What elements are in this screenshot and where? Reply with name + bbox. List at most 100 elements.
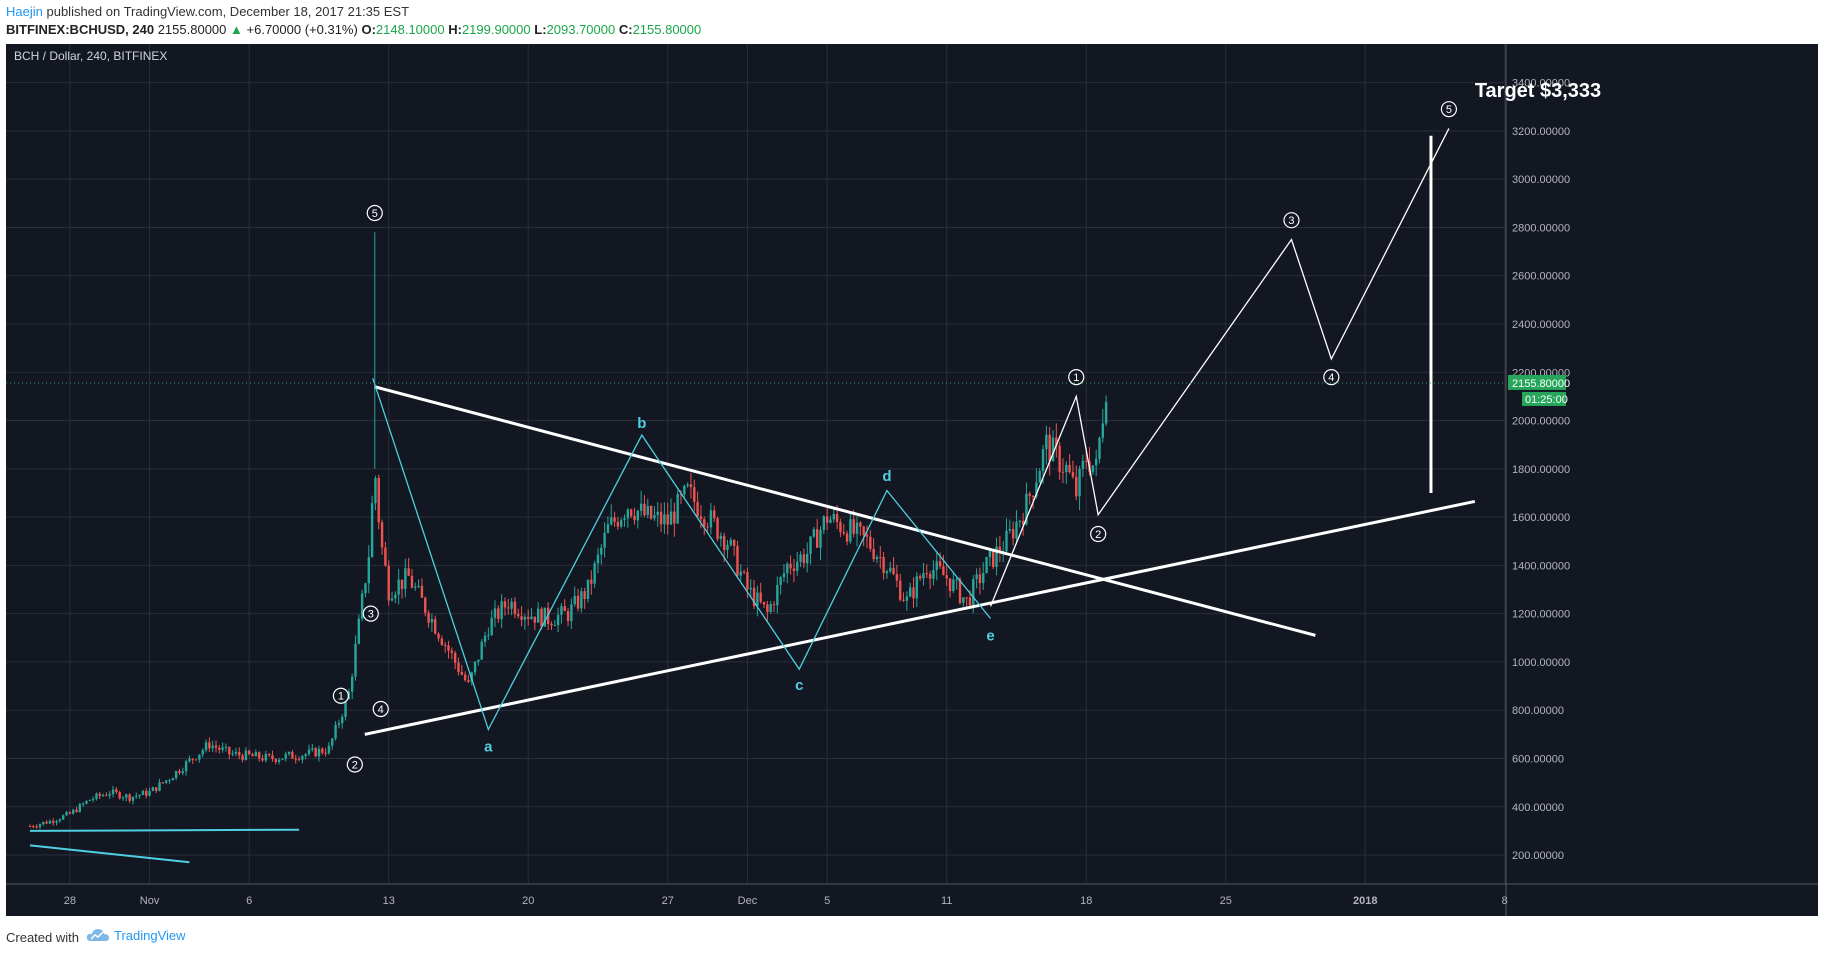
candle-body bbox=[354, 643, 357, 677]
time-tick-label: Dec bbox=[738, 895, 758, 907]
candle-body bbox=[779, 577, 782, 585]
candle-body bbox=[892, 567, 895, 575]
candle-body bbox=[693, 487, 696, 502]
candle-body bbox=[560, 606, 563, 615]
last-price-text: 2155.80000 bbox=[157, 22, 227, 37]
candle-body bbox=[1031, 495, 1035, 497]
impulse-left-label-2: 2 bbox=[346, 756, 363, 773]
candle-body bbox=[882, 557, 885, 574]
candle-body bbox=[862, 526, 865, 535]
candle-body bbox=[606, 524, 610, 533]
candle-body bbox=[553, 625, 556, 627]
wave-label-d: d bbox=[882, 468, 891, 485]
candle-body bbox=[1061, 471, 1065, 473]
candle-body bbox=[736, 545, 739, 576]
candle-body bbox=[626, 509, 630, 519]
candle-body bbox=[168, 780, 171, 782]
trendline-upper bbox=[374, 385, 1316, 637]
candle-body bbox=[842, 532, 845, 534]
wave-number: 4 bbox=[378, 704, 384, 716]
candle-body bbox=[656, 511, 659, 516]
time-tick-label: 20 bbox=[522, 895, 534, 907]
candle-body bbox=[404, 568, 407, 589]
candle-body bbox=[1035, 482, 1038, 497]
candle-body bbox=[453, 652, 457, 663]
candle-body bbox=[45, 821, 48, 824]
candle-body bbox=[201, 750, 204, 755]
price-chart[interactable]: 200.00000 400.00000 600.00000 800.00000 1000… bbox=[6, 44, 1818, 916]
candle-body bbox=[1081, 460, 1085, 469]
candle-body bbox=[480, 641, 483, 660]
candle-body bbox=[530, 616, 533, 619]
candle-body bbox=[420, 585, 424, 598]
chart-title: BCH / Dollar, 240, BITFINEX bbox=[14, 49, 167, 63]
candle-body bbox=[852, 519, 855, 534]
candle-body bbox=[962, 597, 965, 603]
wave-circle bbox=[1090, 525, 1107, 543]
tradingview-link[interactable]: TradingView bbox=[86, 927, 186, 943]
candle-body bbox=[497, 608, 500, 620]
price-tick-label: 2800.00000 bbox=[1512, 222, 1570, 234]
candle-body bbox=[875, 556, 879, 560]
candle-body bbox=[639, 503, 643, 511]
candle-body bbox=[646, 506, 649, 516]
candle-body bbox=[214, 745, 218, 748]
impulse-right-label-2: 2 bbox=[1090, 525, 1107, 543]
impulse-left-label-5: 5 bbox=[366, 204, 383, 222]
candle-body bbox=[709, 510, 713, 528]
impulse-right-label-5: 5 bbox=[1440, 101, 1458, 118]
candle-body bbox=[91, 798, 95, 800]
impulse-left-label-1: 1 bbox=[332, 687, 349, 704]
candle-body bbox=[706, 526, 709, 528]
candle-body bbox=[716, 518, 719, 540]
candle-body bbox=[686, 484, 689, 486]
candle-body bbox=[138, 794, 141, 796]
candle-body bbox=[806, 554, 809, 564]
trendline-lower bbox=[364, 499, 1476, 736]
candle-body bbox=[32, 826, 35, 828]
candle-body bbox=[244, 750, 248, 760]
candle-body bbox=[885, 571, 889, 574]
candle-body bbox=[739, 571, 742, 576]
candle-body bbox=[809, 536, 812, 555]
candle-body bbox=[231, 753, 234, 755]
wave-circle bbox=[346, 756, 363, 773]
candle-body bbox=[450, 650, 454, 653]
candle-body bbox=[965, 597, 968, 599]
candle-body bbox=[447, 645, 450, 651]
triangle-wave-path bbox=[372, 378, 992, 732]
candle-body bbox=[1058, 445, 1061, 472]
candle-body bbox=[344, 699, 347, 717]
high-value: 2199.90000 bbox=[461, 22, 531, 37]
candle-body bbox=[742, 571, 746, 573]
candle-body bbox=[304, 754, 307, 757]
candle-body bbox=[938, 561, 942, 567]
countdown-tag bbox=[1522, 391, 1566, 406]
countdown-label: 01:25:00 bbox=[1525, 394, 1568, 406]
candle-body bbox=[161, 782, 165, 784]
wave-number: 5 bbox=[1446, 104, 1452, 116]
candle-body bbox=[520, 616, 523, 620]
candle-body bbox=[556, 614, 560, 626]
candle-body bbox=[928, 573, 932, 579]
candle-body bbox=[527, 616, 530, 619]
candle-body bbox=[513, 601, 517, 615]
close-label: C: bbox=[618, 22, 633, 37]
chart-area[interactable]: 200.00000 400.00000 600.00000 800.00000 1000… bbox=[6, 44, 1818, 916]
candle-body bbox=[473, 661, 477, 673]
ohlc-legend: BITFINEX:BCHUSD, 240 2155.80000 ▲ +6.700… bbox=[6, 22, 701, 37]
price-tick-label: 1800.00000 bbox=[1512, 464, 1570, 476]
candle-body bbox=[517, 614, 520, 617]
candle-body bbox=[281, 758, 284, 760]
price-tick-label: 2000.00000 bbox=[1512, 416, 1570, 428]
candle-body bbox=[284, 753, 287, 759]
candle-body bbox=[500, 601, 503, 620]
author-link[interactable]: Haejin bbox=[6, 4, 43, 19]
wave-number: 2 bbox=[1095, 529, 1101, 541]
candle-body bbox=[1085, 460, 1088, 462]
impulse-right-label-1: 1 bbox=[1068, 369, 1085, 386]
wave-number: 5 bbox=[372, 208, 378, 220]
candle-body bbox=[443, 644, 447, 646]
candle-body bbox=[789, 563, 792, 569]
candle-body bbox=[869, 536, 872, 550]
